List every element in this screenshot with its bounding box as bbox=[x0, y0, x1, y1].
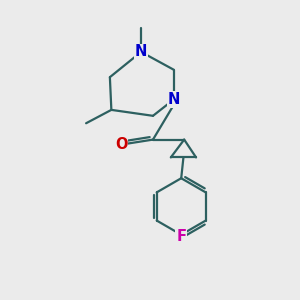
Text: O: O bbox=[115, 136, 128, 152]
Text: F: F bbox=[176, 229, 186, 244]
Text: N: N bbox=[168, 92, 180, 107]
Text: N: N bbox=[135, 44, 147, 59]
